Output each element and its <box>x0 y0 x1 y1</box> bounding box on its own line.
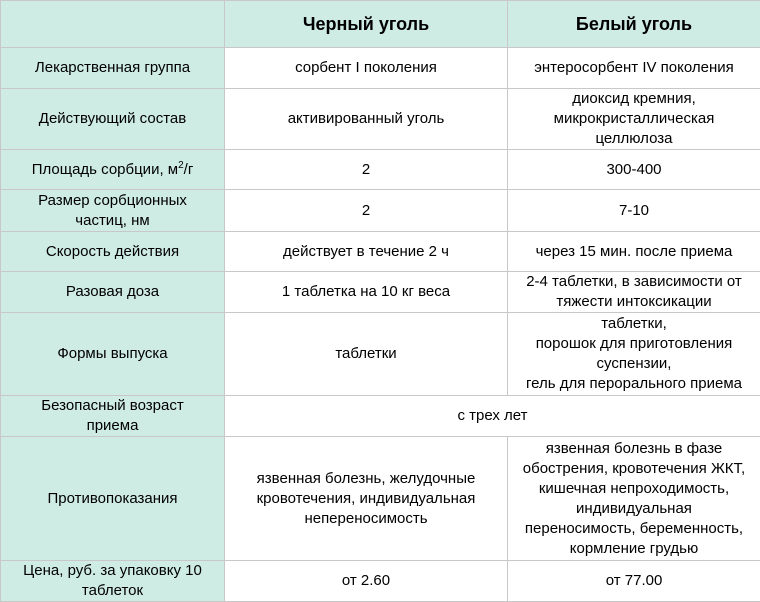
value-line: кровотечения, индивидуальная <box>229 489 503 509</box>
value-line: энтеросорбент IV поколения <box>512 58 756 78</box>
table-row: Разовая доза 1 таблетка на 10 кг веса 2-… <box>1 272 760 313</box>
table-row: Цена, руб. за упаковку 10 таблеток от 2.… <box>1 561 760 602</box>
value-line: диоксид кремния, <box>512 89 756 109</box>
value-line: обострения, кровотечения ЖКТ, <box>512 459 756 479</box>
row-label-safe-age: Безопасный возраст приема <box>1 396 225 437</box>
header-white-charcoal: Белый уголь <box>508 1 760 48</box>
header-black-charcoal: Черный уголь <box>225 1 508 48</box>
row-label-active-ingredient: Действующий состав <box>1 89 225 150</box>
white-price: от 77.00 <box>508 561 760 602</box>
table-row: Формы выпуска таблетки таблетки, порошок… <box>1 313 760 396</box>
label-line: Действующий состав <box>5 109 220 129</box>
label-text: Площадь сорбции, м <box>32 161 178 178</box>
value-line: гель для перорального приема <box>512 374 756 394</box>
value-line: тяжести интоксикации <box>512 292 756 312</box>
value-line: 2 <box>229 160 503 180</box>
row-label-drug-group: Лекарственная группа <box>1 48 225 89</box>
white-contraindications: язвенная болезнь в фазе обострения, кров… <box>508 437 760 561</box>
header-corner-cell <box>1 1 225 48</box>
value-line: язвенная болезнь, желудочные <box>229 469 503 489</box>
value-line: сорбент I поколения <box>229 58 503 78</box>
label-line: Противопоказания <box>5 489 220 509</box>
black-release-forms: таблетки <box>225 313 508 396</box>
black-sorption-area: 2 <box>225 150 508 190</box>
row-label-price: Цена, руб. за упаковку 10 таблеток <box>1 561 225 602</box>
value-line: порошок для приготовления <box>512 334 756 354</box>
value-line: индивидуальная <box>512 499 756 519</box>
black-action-speed: действует в течение 2 ч <box>225 232 508 272</box>
value-line: кишечная непроходимость, <box>512 479 756 499</box>
value-line: целлюлоза <box>512 129 756 149</box>
header-row: Черный уголь Белый уголь <box>1 1 760 48</box>
value-line: кормление грудью <box>512 539 756 559</box>
row-label-contraindications: Противопоказания <box>1 437 225 561</box>
row-label-release-forms: Формы выпуска <box>1 313 225 396</box>
value-line: активированный уголь <box>229 109 503 129</box>
black-active-ingredient: активированный уголь <box>225 89 508 150</box>
table-row: Площадь сорбции, м2/г 2 300-400 <box>1 150 760 190</box>
row-label-single-dose: Разовая доза <box>1 272 225 313</box>
label-line: таблеток <box>5 581 220 601</box>
label-text: /г <box>184 161 194 178</box>
value-line: 7-10 <box>512 201 756 221</box>
row-label-particle-size: Размер сорбционных частиц, нм <box>1 190 225 232</box>
row-label-action-speed: Скорость действия <box>1 232 225 272</box>
merged-safe-age: с трех лет <box>225 396 760 437</box>
value-line: от 2.60 <box>229 571 503 591</box>
value-line: микрокристаллическая <box>512 109 756 129</box>
white-single-dose: 2-4 таблетки, в зависимости от тяжести и… <box>508 272 760 313</box>
value-line: непереносимость <box>229 509 503 529</box>
label-line: Скорость действия <box>5 242 220 262</box>
value-line: 1 таблетка на 10 кг веса <box>229 282 503 302</box>
value-line: 2-4 таблетки, в зависимости от <box>512 272 756 292</box>
black-particle-size: 2 <box>225 190 508 232</box>
label-line: Формы выпуска <box>5 344 220 364</box>
label-line: Площадь сорбции, м2/г <box>5 160 220 180</box>
value-line: от 77.00 <box>512 571 756 591</box>
table-row: Противопоказания язвенная болезнь, желуд… <box>1 437 760 561</box>
value-line: язвенная болезнь в фазе <box>512 439 756 459</box>
value-line: переносимость, беременность, <box>512 519 756 539</box>
table-row: Безопасный возраст приема с трех лет <box>1 396 760 437</box>
label-line: Безопасный возраст <box>5 396 220 416</box>
value-line: таблетки <box>229 344 503 364</box>
value-line: суспензии, <box>512 354 756 374</box>
table-row: Скорость действия действует в течение 2 … <box>1 232 760 272</box>
table-row: Действующий состав активированный уголь … <box>1 89 760 150</box>
white-release-forms: таблетки, порошок для приготовления сусп… <box>508 313 760 396</box>
value-line: 2 <box>229 201 503 221</box>
black-drug-group: сорбент I поколения <box>225 48 508 89</box>
white-sorption-area: 300-400 <box>508 150 760 190</box>
table-row: Лекарственная группа сорбент I поколения… <box>1 48 760 89</box>
value-line: 300-400 <box>512 160 756 180</box>
black-contraindications: язвенная болезнь, желудочные кровотечени… <box>225 437 508 561</box>
white-active-ingredient: диоксид кремния, микрокристаллическая це… <box>508 89 760 150</box>
white-drug-group: энтеросорбент IV поколения <box>508 48 760 89</box>
label-line: Размер сорбционных <box>5 191 220 211</box>
label-line: Цена, руб. за упаковку 10 <box>5 561 220 581</box>
label-line: Разовая доза <box>5 282 220 302</box>
row-label-sorption-area: Площадь сорбции, м2/г <box>1 150 225 190</box>
table-row: Размер сорбционных частиц, нм 2 7-10 <box>1 190 760 232</box>
value-line: таблетки, <box>512 314 756 334</box>
value-line: действует в течение 2 ч <box>229 242 503 262</box>
white-particle-size: 7-10 <box>508 190 760 232</box>
label-line: приема <box>5 416 220 436</box>
white-action-speed: через 15 мин. после приема <box>508 232 760 272</box>
value-line: через 15 мин. после приема <box>512 242 756 262</box>
label-line: Лекарственная группа <box>5 58 220 78</box>
black-price: от 2.60 <box>225 561 508 602</box>
value-line: с трех лет <box>229 406 756 426</box>
black-single-dose: 1 таблетка на 10 кг веса <box>225 272 508 313</box>
label-line: частиц, нм <box>5 211 220 231</box>
